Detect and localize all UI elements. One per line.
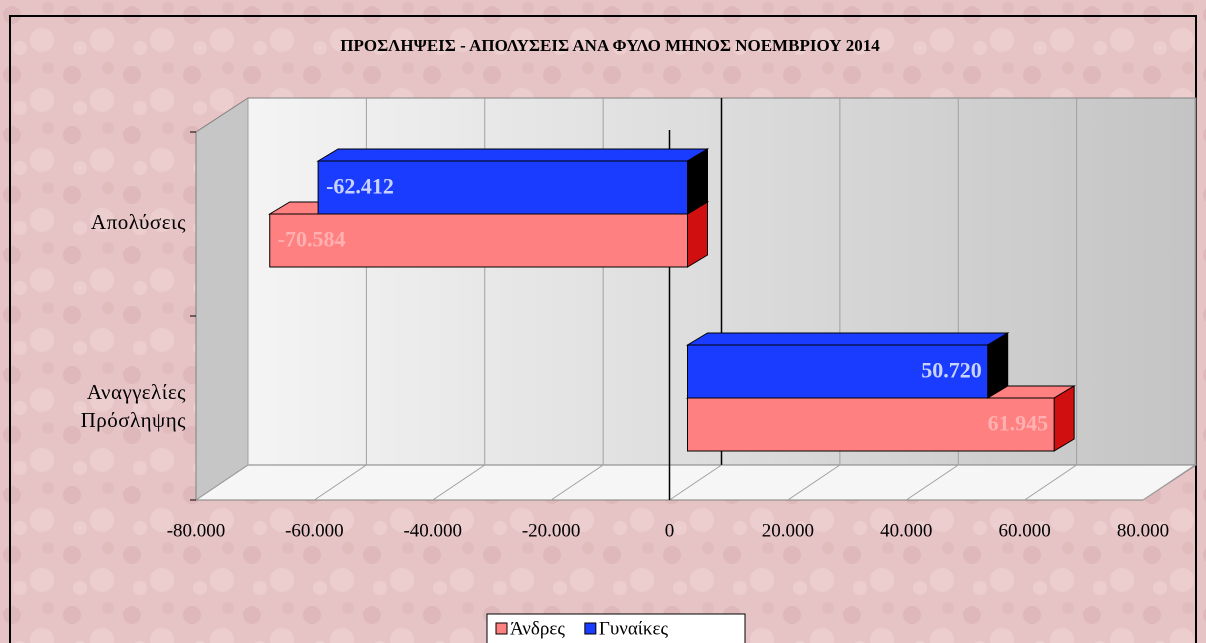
floor-grid-line: [314, 464, 367, 501]
y-tick-label: Αναγγελίες Πρόσληψης: [80, 380, 186, 432]
chart-title: ΠΡΟΣΛΗΨΕΙΣ - ΑΠΟΛΥΣΕΙΣ ΑΝΑ ΦΥΛΟ ΜΗΝΟΣ ΝΟ…: [340, 36, 880, 55]
floor-grid-line: [432, 464, 486, 501]
bar-front: [317, 160, 688, 215]
x-tick-label: 80.000: [1117, 520, 1169, 541]
data-label: 50.720: [921, 358, 982, 383]
x-tick-label: -80.000: [167, 520, 226, 541]
floor-grid-line: [1142, 464, 1196, 501]
bar-front: [687, 397, 1055, 452]
legend-label: Άνδρες: [510, 618, 565, 639]
bar-top: [316, 148, 710, 162]
bar-front: [687, 344, 989, 399]
legend-label: Γυναίκες: [599, 618, 669, 639]
x-tick-label: 40.000: [880, 520, 932, 541]
legend-swatch: [495, 622, 508, 635]
legend-box: [486, 613, 746, 643]
bar-side: [687, 148, 708, 215]
x-tick-label: -60.000: [285, 520, 344, 541]
data-label: 61.945: [988, 411, 1049, 436]
floor-grid-line: [905, 464, 959, 501]
x-tick-label: 0: [665, 520, 675, 541]
data-label: -62.412: [326, 174, 394, 199]
x-tick-label: -20.000: [522, 520, 581, 541]
x-tick-label: 60.000: [999, 520, 1051, 541]
y-tick-label: Απολύσεις: [90, 210, 186, 234]
bar-top: [685, 332, 1010, 346]
x-tick-label: -40.000: [403, 520, 462, 541]
floor-grid-line: [787, 464, 841, 501]
floor-grid-line: [550, 464, 604, 501]
floor-grid-line: [669, 464, 722, 501]
bar: [685, 332, 1010, 399]
floor-grid-line: [195, 464, 249, 501]
bar: [316, 148, 710, 215]
bar-front: [269, 213, 688, 268]
bar-side: [1053, 385, 1075, 452]
bar-side: [987, 332, 1009, 399]
legend-swatch: [584, 622, 597, 635]
floor-grid-line: [1024, 464, 1077, 501]
x-tick-label: 20.000: [762, 520, 814, 541]
side-wall: [195, 97, 249, 501]
data-label: -70.584: [278, 227, 346, 252]
